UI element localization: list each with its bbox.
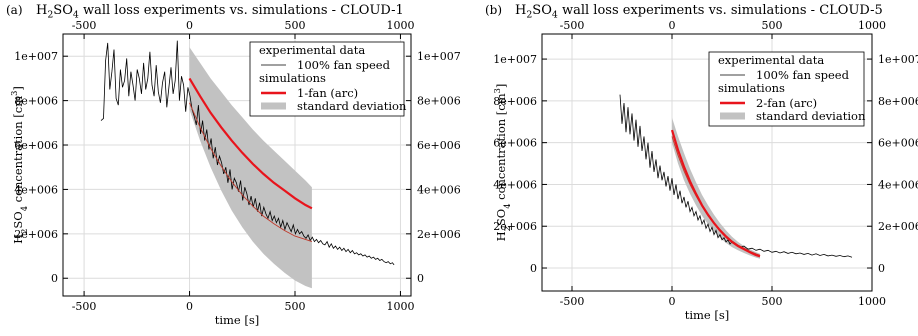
panel-b-legend-group-experimental: experimental data	[718, 53, 824, 67]
panel-b-right-tick-label-1: 2e+006	[878, 220, 918, 233]
panel-b-y-tick-label-3: 6e+006	[493, 137, 537, 150]
panel-a-series-experimental	[100, 40, 395, 266]
panel-b-legend-label-experimental: 100% fan speed	[756, 68, 850, 82]
panel-a-right-tick-label-5: 1e+007	[417, 50, 461, 63]
panel-a-x-tick-label-2: 500	[285, 300, 306, 313]
panel-a-y-tick-label-2: 4e+006	[14, 183, 58, 196]
panel-b-right-tick-label-5: 1e+007	[878, 53, 918, 66]
panel-a-y-tick-label-0: 0	[51, 272, 58, 285]
panel-a-title-text: H2SO4 wall loss experiments vs. simulati…	[36, 3, 404, 21]
panel-a-y-tick-label-3: 6e+006	[14, 139, 58, 152]
panel-b-series-fit	[671, 136, 761, 256]
panel-b-x-tick-label-0: -500	[560, 295, 585, 308]
panel-a-top-tick-label-1: 0	[186, 19, 193, 32]
panel-b-series-experimental	[619, 94, 853, 258]
panel-b-series-simulation	[670, 129, 761, 258]
panel-a-x-tick-label-3: 1000	[386, 300, 414, 313]
panel-b-y-tick-label-4: 8e+006	[493, 95, 537, 108]
panel-b-right-tick-label-4: 8e+006	[878, 95, 918, 108]
panel-a-right-tick-label-1: 2e+006	[417, 228, 461, 241]
panel-b-right-tick-label-3: 6e+006	[878, 137, 918, 150]
panel-a-y-axis-label: H2SO4 concentration [cm3]	[9, 86, 29, 244]
panel-b-label: (b)	[485, 3, 503, 17]
panel-a-right-tick-label-2: 4e+006	[417, 183, 461, 196]
panel-b-legend-label-simulation: 2-fan (arc)	[756, 96, 817, 110]
panel-a-x-tick-label-1: 0	[186, 300, 193, 313]
panel-a-legend-label-band: standard deviation	[297, 99, 407, 113]
panel-b-top-tick-label-1: 0	[669, 19, 676, 32]
panel-b-right-tick-label-0: 0	[878, 262, 885, 275]
panel-b-title: (b) H2SO4 wall loss experiments vs. simul…	[485, 3, 883, 21]
panel-b-title-text: H2SO4 wall loss experiments vs. simulati…	[515, 3, 883, 21]
panel-a-right-tick-label-4: 8e+006	[417, 95, 461, 108]
panel-b-x-tick-label-3: 1000	[858, 295, 886, 308]
panel-a-right-tick-label-3: 6e+006	[417, 139, 461, 152]
panel-a-top-tick-label-2: 500	[285, 19, 306, 32]
panel-a-label: (a)	[6, 3, 23, 17]
panel-b-legend-group-simulations: simulations	[718, 81, 785, 95]
panel-b-x-axis-label: time [s]	[685, 308, 730, 322]
panel-a-x-axis-label: time [s]	[215, 313, 260, 327]
panel-b-top-tick-label-3: 1000	[858, 19, 886, 32]
panel-b-y-tick-label-0: 0	[530, 262, 537, 275]
panel-a-y-tick-label-1: 2e+006	[14, 228, 58, 241]
panel-b-legend-label-band: standard deviation	[756, 109, 866, 123]
panel-a-legend-group-simulations: simulations	[259, 71, 326, 85]
panel-b-band-standard-deviation	[672, 117, 760, 259]
panel-a-top-tick-label-3: 1000	[386, 19, 414, 32]
panel-b-y-axis-label: H2SO4 concentration [cm3]	[492, 84, 512, 242]
panel-b-top-tick-label-0: -500	[560, 19, 585, 32]
panel-a-y-tick-label-5: 1e+007	[14, 50, 58, 63]
panel-b-plot: -500 0 500 1000 -500 0 500 1000 0 2e+006 4e+006 6e+…	[492, 19, 918, 322]
panel-a-right-tick-label-0: 0	[417, 272, 424, 285]
panel-a-legend-group-experimental: experimental data	[259, 43, 365, 57]
panel-a-title: (a) H2SO4 wall loss experiments vs. simul…	[6, 3, 404, 21]
panel-a-plot-frame	[62, 33, 412, 297]
panel-a-series-fit	[189, 102, 313, 243]
panel-b-y-tick-label-2: 4e+006	[493, 178, 537, 191]
panel-a-y-tick-label-4: 8e+006	[14, 95, 58, 108]
panel-a-series-simulation	[188, 77, 313, 210]
panel-b-x-tick-label-2: 500	[762, 295, 783, 308]
panel-b-x-tick-label-1: 0	[669, 295, 676, 308]
panel-a-legend-label-experimental: 100% fan speed	[297, 58, 391, 72]
panel-b-y-tick-label-1: 2e+006	[493, 220, 537, 233]
panel-a-legend-label-simulation: 1-fan (arc)	[297, 86, 358, 100]
panel-a-x-tick-label-0: -500	[72, 300, 97, 313]
panel-b-plot-frame	[541, 33, 873, 292]
panel-b-top-tick-label-2: 500	[762, 19, 783, 32]
panel-b-y-tick-label-5: 1e+007	[493, 53, 537, 66]
panel-a-plot: -500 0 500 1000 -500 0 500 1000 0 2e+006 4e+006 6e+…	[9, 19, 461, 327]
panel-b-right-tick-label-2: 4e+006	[878, 178, 918, 191]
panel-a-top-tick-label-0: -500	[72, 19, 97, 32]
